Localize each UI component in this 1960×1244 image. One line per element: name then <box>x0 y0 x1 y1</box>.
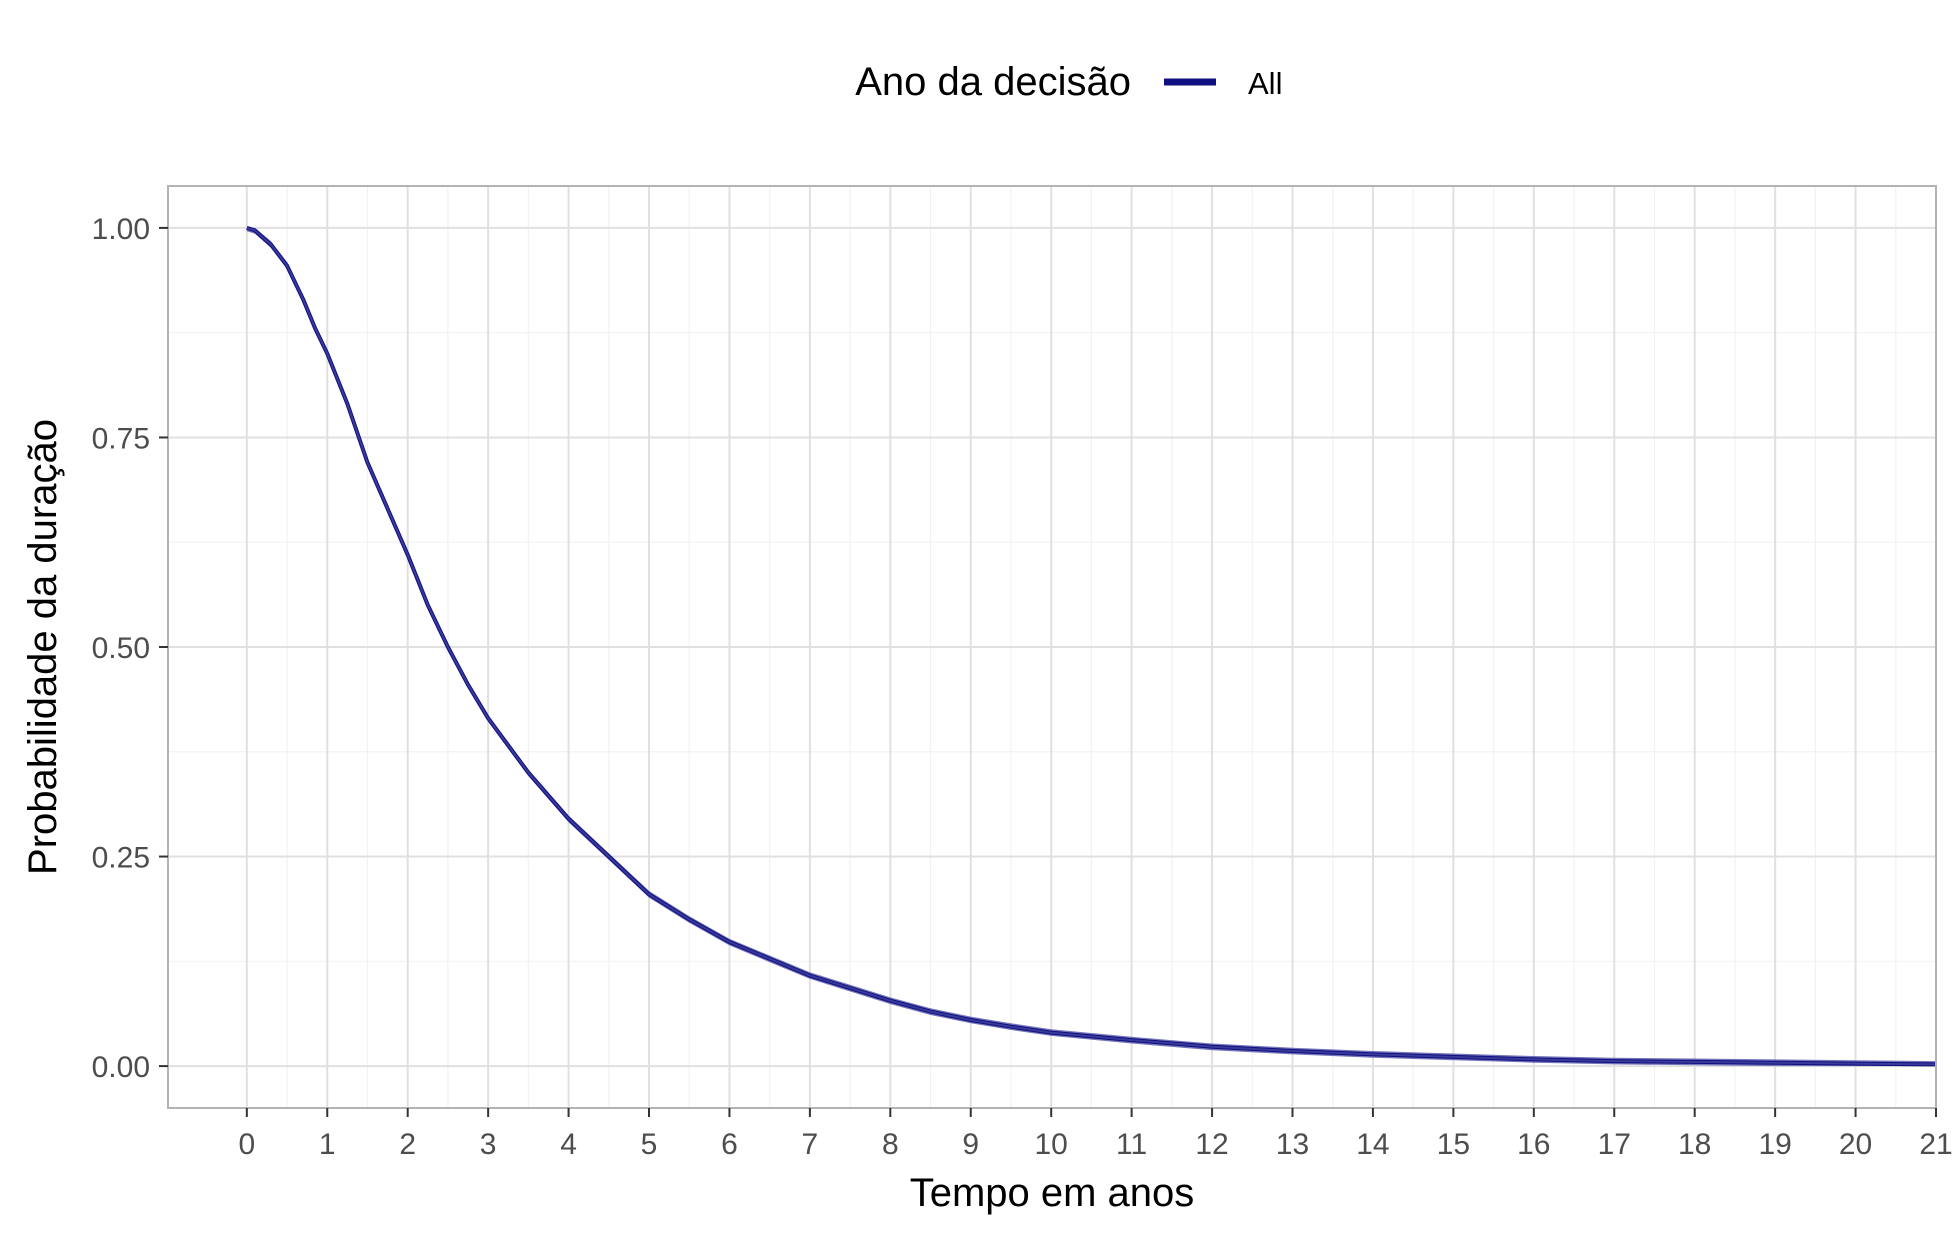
x-tick-label: 4 <box>560 1128 577 1161</box>
x-tick-label: 3 <box>480 1128 497 1161</box>
x-tick-label: 21 <box>1919 1128 1952 1161</box>
x-tick-label: 14 <box>1356 1128 1389 1161</box>
x-tick-label: 10 <box>1035 1128 1068 1161</box>
x-axis: 0 1 2 3 4 5 6 7 8 9 10 11 12 13 14 15 16 17 18 19 20 21 <box>238 1108 1953 1161</box>
x-tick-label: 0 <box>238 1128 255 1161</box>
x-tick-label: 6 <box>721 1128 738 1161</box>
y-tick-label: 0.00 <box>92 1051 150 1084</box>
x-tick-label: 20 <box>1839 1128 1872 1161</box>
x-tick-label: 19 <box>1758 1128 1791 1161</box>
x-tick-label: 1 <box>319 1128 336 1161</box>
legend: Ano da decisão All <box>855 60 1282 104</box>
y-tick-label: 1.00 <box>92 213 150 246</box>
x-axis-title: Tempo em anos <box>910 1171 1195 1215</box>
y-axis: 0.00 0.25 0.50 0.75 1.00 <box>92 213 168 1084</box>
series-highlight-0 <box>246 226 1937 1066</box>
x-tick-label: 12 <box>1195 1128 1228 1161</box>
x-tick-label: 8 <box>882 1128 899 1161</box>
x-tick-label: 18 <box>1678 1128 1711 1161</box>
legend-title: Ano da decisão <box>855 60 1131 104</box>
legend-label-all: All <box>1248 66 1282 101</box>
x-tick-label: 5 <box>641 1128 658 1161</box>
x-tick-label: 13 <box>1276 1128 1309 1161</box>
x-tick-label: 17 <box>1598 1128 1631 1161</box>
y-axis-title: Probabilidade da duração <box>21 419 65 875</box>
y-tick-label: 0.75 <box>92 422 150 455</box>
x-tick-label: 15 <box>1437 1128 1470 1161</box>
x-tick-label: 2 <box>399 1128 416 1161</box>
y-tick-label: 0.50 <box>92 632 150 665</box>
x-tick-label: 16 <box>1517 1128 1550 1161</box>
data-layer <box>246 225 1937 1067</box>
x-tick-label: 9 <box>962 1128 979 1161</box>
x-tick-label: 11 <box>1116 1128 1147 1161</box>
x-tick-label: 7 <box>802 1128 819 1161</box>
y-tick-label: 0.25 <box>92 842 150 875</box>
